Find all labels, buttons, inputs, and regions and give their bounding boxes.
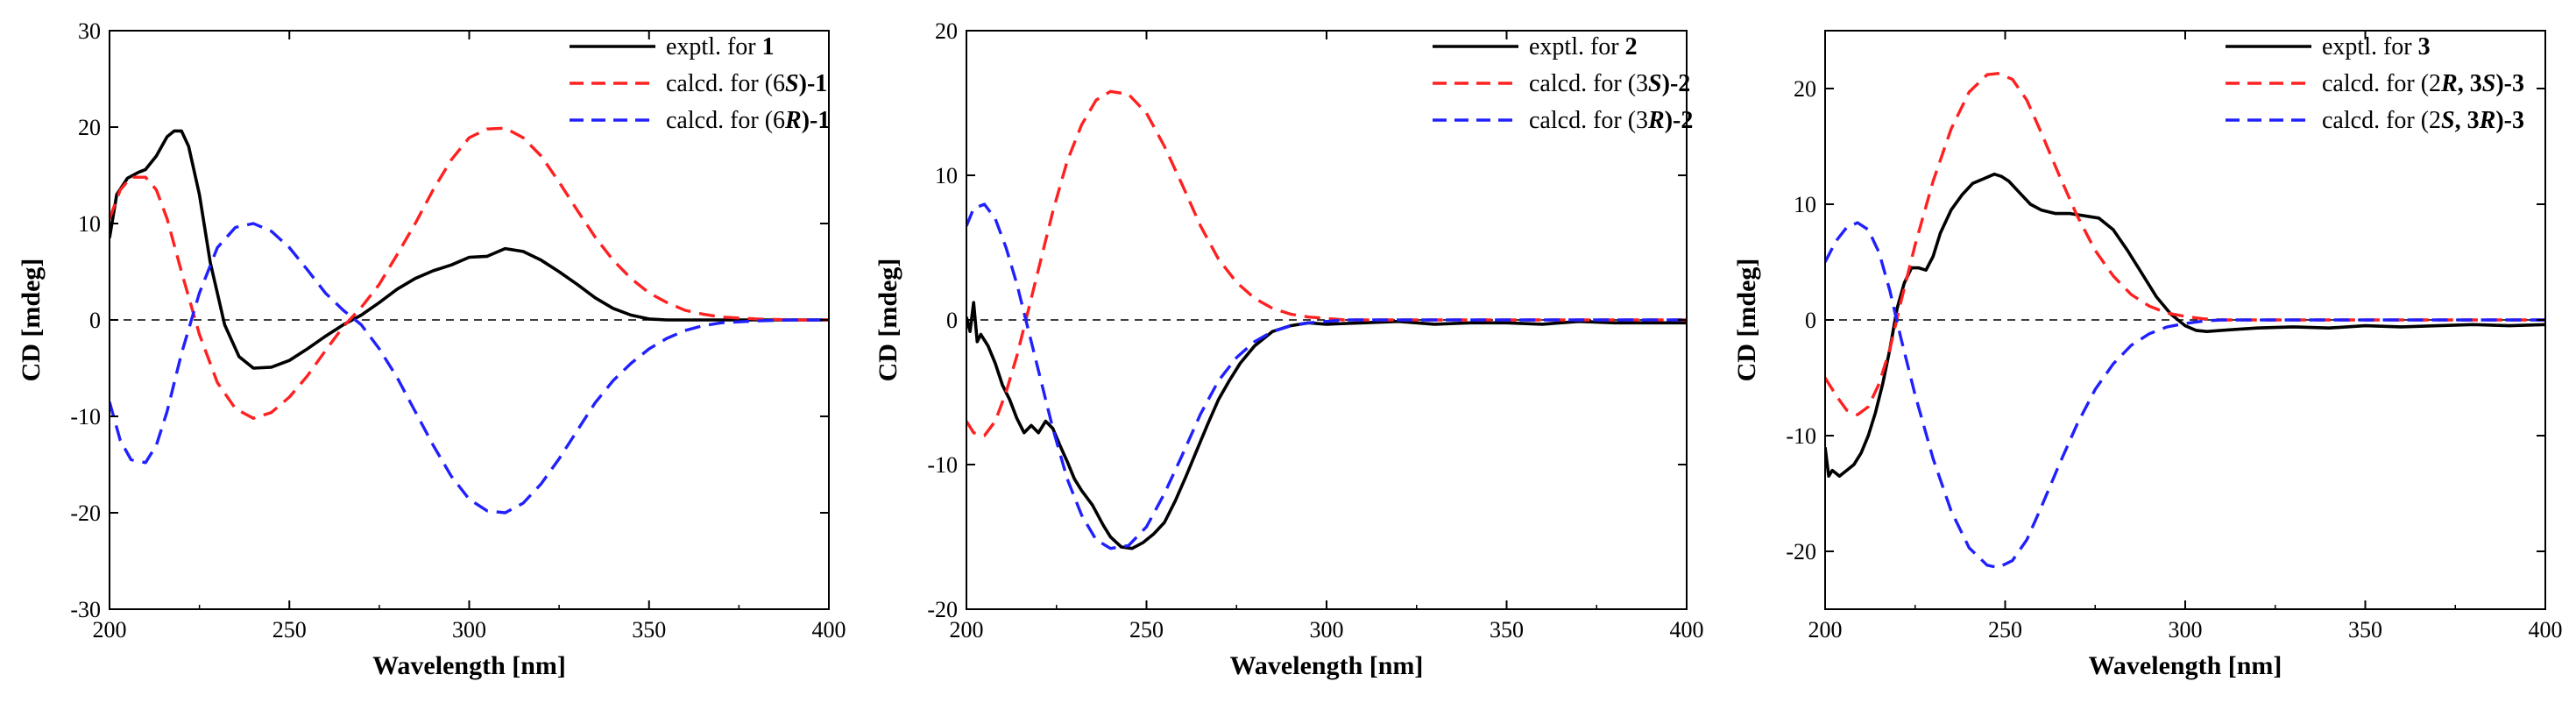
chart-compound-1: 200 250 300 350 400 -30 -20 -10 0 10 20 30 Wavelengt…: [17, 18, 846, 680]
legend-label: exptl. for 3: [2322, 33, 2431, 60]
y-tick-label: -20: [70, 501, 101, 526]
series-line-compound-2-0: [966, 301, 1687, 550]
series-line-compound-1-2: [110, 222, 829, 515]
x-tick-label: 400: [812, 617, 846, 643]
x-tick-label: 200: [1808, 617, 1843, 643]
x-tick-label: 250: [1988, 617, 2022, 643]
x-axis-title: Wavelength [nm]: [2089, 651, 2282, 680]
series-line-compound-3-0: [1825, 172, 2545, 478]
x-tick-label: 400: [2529, 617, 2563, 643]
y-tick-label: 20: [1794, 76, 1816, 102]
series-line-compound-1-0: [110, 129, 829, 370]
y-axis-title: CD [mdeg]: [874, 259, 902, 382]
series-line-compound-3-2: [1825, 221, 2545, 570]
legend-label: calcd. for (2S, 3R)-3: [2322, 107, 2524, 134]
x-tick-label: 200: [950, 617, 984, 643]
series-line-compound-2-2: [966, 202, 1687, 550]
y-tick-label: 0: [946, 308, 958, 333]
chart-compound-2: 200 250 300 350 400 -20 -10 0 10 20 Wavelength [nm…: [874, 18, 1704, 680]
y-tick-label: -10: [1786, 423, 1816, 449]
y-tick-label: -30: [70, 597, 101, 622]
y-tick-label: 20: [78, 115, 101, 140]
y-tick-label: -10: [70, 404, 101, 430]
y-axis-title: CD [mdeg]: [1732, 259, 1761, 382]
y-axis-title: CD [mdeg]: [17, 259, 46, 382]
y-tick-label: 10: [935, 163, 958, 188]
legend: exptl. for 1 calcd. for (6S)-1 calcd. for …: [570, 33, 830, 134]
legend-label: calcd. for (3S)-2: [1529, 70, 1690, 97]
x-axis-title: Wavelength [nm]: [1230, 651, 1424, 680]
legend-label: calcd. for (6R)-1: [666, 107, 830, 134]
x-tick-label: 350: [1490, 617, 1524, 643]
y-tick-label: 30: [78, 18, 101, 44]
y-tick-label: -10: [927, 452, 958, 478]
x-tick-label: 300: [1310, 617, 1344, 643]
legend: exptl. for 2 calcd. for (3S)-2 calcd. for …: [1433, 33, 1693, 134]
series-line-compound-1-1: [110, 126, 829, 420]
legend-label: exptl. for 2: [1529, 33, 1638, 60]
y-tick-label: 10: [1794, 192, 1816, 217]
legend-label: calcd. for (6S)-1: [666, 70, 827, 97]
y-tick-label: 10: [78, 211, 101, 237]
series-line-compound-3-1: [1825, 72, 2545, 416]
x-tick-label: 250: [272, 617, 307, 643]
legend-label: calcd. for (3R)-2: [1529, 107, 1693, 134]
x-tick-label: 300: [452, 617, 486, 643]
legend-label: calcd. for (2R, 3S)-3: [2322, 70, 2524, 97]
series-line-compound-2-1: [966, 89, 1687, 437]
chart-compound-3: 200 250 300 350 400 -20 -10 0 10 20 Wavelength [nm…: [1732, 30, 2563, 680]
x-axis-title: Wavelength [nm]: [372, 651, 566, 680]
y-tick-label: -20: [927, 597, 958, 622]
x-tick-label: 250: [1129, 617, 1164, 643]
x-tick-label: 350: [2348, 617, 2382, 643]
x-tick-label: 400: [1670, 617, 1704, 643]
y-tick-label: 0: [1805, 308, 1816, 333]
legend: exptl. for 3 calcd. for (2R, 3S)-3 calcd. …: [2226, 33, 2524, 134]
y-tick-label: 20: [935, 18, 958, 44]
y-tick-label: -20: [1786, 539, 1816, 564]
y-tick-label: 0: [89, 308, 101, 333]
x-tick-label: 300: [2169, 617, 2203, 643]
x-tick-label: 350: [632, 617, 666, 643]
x-tick-label: 200: [93, 617, 127, 643]
legend-label: exptl. for 1: [666, 33, 775, 60]
